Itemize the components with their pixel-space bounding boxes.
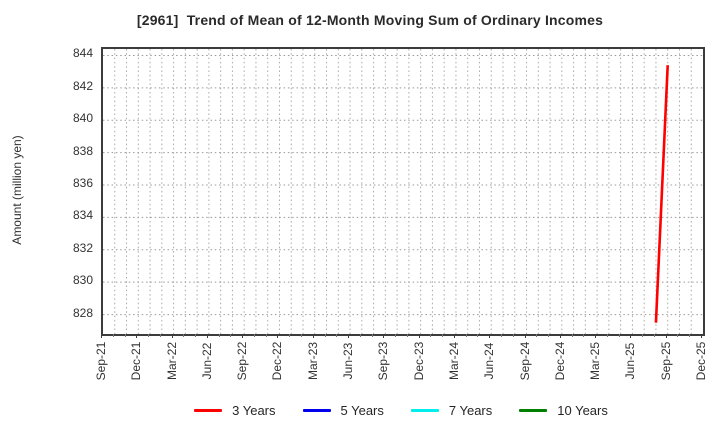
- x-major-tick: [701, 334, 702, 338]
- chart-title: [2961] Trend of Mean of 12-Month Moving …: [136, 12, 604, 28]
- x-major-tick: [171, 334, 173, 338]
- x-minor-tick: [183, 334, 185, 337]
- x-major-tick: [524, 334, 526, 338]
- x-major-tick: [665, 334, 667, 338]
- legend-line-swatch: [519, 409, 548, 412]
- legend-line-swatch: [302, 409, 331, 412]
- x-tick-label: Dec-24: [552, 341, 567, 381]
- x-major-tick: [277, 334, 279, 338]
- y-tick-label: 834: [72, 208, 93, 223]
- legend-item-3-years: 3 Years: [194, 403, 276, 418]
- x-major-tick: [348, 334, 350, 338]
- legend: 3 Years 5 Years 7 Years 10 Years: [101, 403, 701, 418]
- x-major-tick: [418, 334, 420, 338]
- x-minor-tick: [371, 334, 373, 337]
- x-tick-label: Jun-23: [341, 342, 356, 380]
- x-tick-label: Sep-24: [517, 341, 532, 381]
- x-major-tick: [595, 334, 597, 338]
- x-tick-label: Sep-21: [94, 341, 108, 381]
- x-tick-label: Mar-23: [305, 341, 320, 381]
- x-tick-label: Dec-25: [694, 341, 708, 381]
- x-major-tick: [489, 334, 491, 338]
- x-minor-tick: [265, 334, 267, 337]
- x-minor-tick: [230, 334, 232, 337]
- x-minor-tick: [442, 334, 444, 337]
- x-minor-tick: [465, 334, 467, 337]
- x-minor-tick: [148, 334, 150, 337]
- x-tick-label: Sep-23: [376, 341, 391, 381]
- y-tick-label: 840: [72, 111, 93, 126]
- legend-label: 7 Years: [448, 403, 493, 418]
- x-minor-tick: [677, 334, 679, 337]
- x-minor-tick: [642, 334, 644, 337]
- x-tick-label: Mar-22: [164, 341, 179, 381]
- x-minor-tick: [606, 334, 608, 337]
- x-minor-tick: [395, 334, 397, 337]
- x-minor-tick: [571, 334, 573, 337]
- x-minor-tick: [301, 334, 302, 337]
- x-tick-label: Mar-25: [588, 341, 603, 381]
- x-major-tick: [242, 334, 244, 338]
- x-minor-tick: [501, 334, 502, 337]
- x-major-tick: [559, 334, 561, 338]
- x-tick-label: Mar-24: [446, 341, 461, 381]
- x-minor-tick: [195, 334, 197, 337]
- x-minor-tick: [512, 334, 514, 337]
- x-minor-tick: [583, 334, 585, 337]
- legend-item-10-years: 10 Years: [519, 403, 608, 418]
- legend-item-5-years: 5 Years: [302, 403, 384, 418]
- y-tick-label: 844: [72, 46, 93, 61]
- legend-label: 10 Years: [557, 403, 608, 418]
- y-tick-label: 832: [72, 240, 93, 255]
- y-tick-label: 842: [72, 78, 93, 93]
- x-major-tick: [206, 334, 208, 338]
- x-minor-tick: [477, 334, 479, 337]
- y-tick-label: 828: [72, 305, 93, 320]
- legend-label: 5 Years: [340, 403, 384, 418]
- x-minor-tick: [430, 334, 432, 337]
- x-tick-label: Dec-23: [411, 341, 426, 381]
- x-minor-tick: [159, 334, 161, 337]
- x-minor-tick: [548, 334, 550, 337]
- x-tick-label: Dec-22: [270, 341, 285, 381]
- x-minor-tick: [324, 334, 326, 337]
- x-minor-tick: [359, 334, 361, 337]
- x-minor-tick: [536, 334, 538, 337]
- x-minor-tick: [689, 334, 691, 337]
- x-major-tick: [453, 334, 455, 338]
- x-minor-tick: [406, 334, 408, 337]
- x-tick-label: Jun-22: [199, 342, 214, 380]
- x-minor-tick: [112, 334, 114, 337]
- x-minor-tick: [289, 334, 291, 337]
- legend-item-7-years: 7 Years: [410, 403, 493, 418]
- x-minor-tick: [618, 334, 620, 337]
- y-tick-label: 830: [72, 273, 93, 288]
- x-tick-label: Dec-21: [129, 341, 144, 381]
- x-minor-tick: [336, 334, 338, 337]
- y-axis-label: Amount (million yen): [10, 135, 24, 245]
- y-tick-label: 838: [72, 143, 93, 158]
- x-tick-label: Sep-25: [658, 341, 673, 381]
- legend-label: 3 Years: [232, 403, 276, 418]
- x-minor-tick: [253, 334, 255, 337]
- series-line-3-years: [654, 65, 670, 323]
- plot-canvas: [103, 49, 703, 334]
- x-tick-label: Sep-22: [235, 341, 250, 381]
- x-minor-tick: [653, 334, 655, 337]
- x-tick-label: Jun-24: [482, 342, 497, 380]
- x-major-tick: [101, 334, 102, 338]
- plot-area: [101, 47, 705, 336]
- y-tick-label: 836: [72, 176, 93, 191]
- legend-line-swatch: [194, 409, 223, 412]
- legend-line-swatch: [410, 409, 439, 412]
- x-major-tick: [383, 334, 385, 338]
- x-minor-tick: [218, 334, 220, 337]
- x-tick-label: Jun-25: [623, 342, 638, 380]
- x-major-tick: [312, 334, 314, 338]
- x-minor-tick: [124, 334, 126, 337]
- x-major-tick: [136, 334, 138, 338]
- x-major-tick: [630, 334, 632, 338]
